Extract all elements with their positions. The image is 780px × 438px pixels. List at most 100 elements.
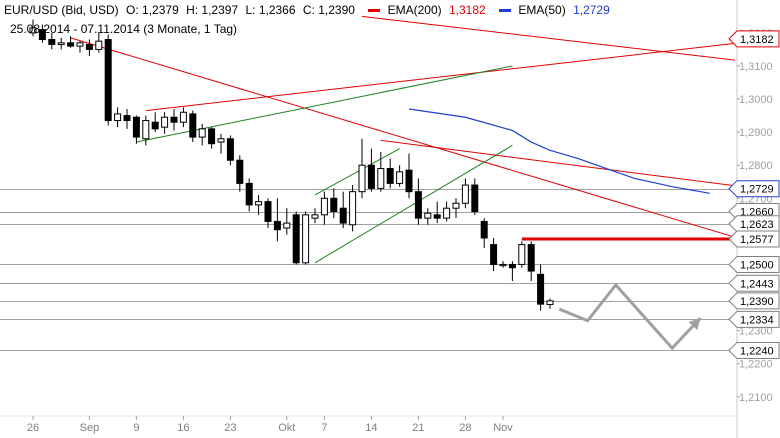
red-trend-line (70, 37, 735, 238)
candle-body-down (226, 138, 234, 161)
price-level-box: 1,2500 (728, 255, 780, 273)
candle-body-down (339, 207, 347, 224)
candle-body-down (405, 169, 413, 193)
price-level-box-shape (728, 180, 780, 198)
price-level-box: 1,3182 (728, 30, 780, 48)
price-level-label: 1,2500 (740, 259, 774, 271)
candle-body-down (132, 116, 140, 138)
price-level-box: 1,2577 (728, 230, 780, 248)
ema50-value: 1,2729 (573, 3, 610, 17)
x-axis-tick-label: Nov (493, 422, 513, 434)
green-channel-line (314, 144, 513, 264)
candle-body-down (367, 164, 375, 189)
x-axis-tick-label: 9 (133, 422, 139, 434)
ema200-label: EMA(200) (387, 3, 442, 17)
candle-body-down (38, 29, 46, 41)
ema50-swatch (499, 9, 512, 13)
y-axis-tick-label: 1,2200 (739, 359, 773, 371)
price-level-box-shape (728, 230, 780, 248)
candle-body-down (508, 263, 516, 269)
candle-body-down (414, 191, 422, 219)
price-level-label: 1,2577 (740, 234, 774, 246)
candle-body-down (480, 220, 488, 239)
price-level-label: 1,2443 (740, 278, 774, 290)
x-axis-tick-label: 21 (412, 422, 424, 434)
candle-body-down (236, 159, 244, 184)
candle-body-up (424, 212, 432, 219)
price-level-box-shape (728, 215, 780, 233)
high-value: H: 1,2397 (186, 3, 239, 17)
chart-header: EUR/USD (Bid, USD) O: 1,2379 H: 1,2397 L… (4, 3, 614, 17)
candle-body-up (320, 197, 328, 216)
candle-body-down (471, 184, 479, 213)
price-level-box: 1,2729 (728, 180, 780, 198)
price-level-box-shape (728, 255, 780, 273)
y-axis-tick-label: 1,2900 (739, 127, 773, 139)
candle-body-up (358, 164, 366, 193)
price-level-box-shape (728, 341, 780, 359)
price-level-box-shape (728, 292, 780, 310)
price-level-label: 1,2334 (740, 314, 774, 326)
price-level-box: 1,2334 (728, 310, 780, 328)
price-level-box: 1,2443 (728, 274, 780, 292)
candle-body-up (302, 214, 310, 264)
candle-body-down (104, 39, 112, 122)
price-level-box-shape (728, 30, 780, 48)
forecast-arrow-line (558, 282, 702, 351)
candle-body-down (330, 197, 338, 213)
candle-body-down (245, 182, 253, 206)
price-level-label: 1,2240 (740, 345, 774, 357)
candle-body-up (396, 171, 404, 184)
ema50-label: EMA(50) (518, 3, 566, 17)
red-trend-line (145, 42, 735, 112)
y-axis-tick-label: 1,2100 (739, 392, 773, 404)
low-value: L: 1,2366 (245, 3, 296, 17)
candle-body-down (264, 201, 272, 222)
candle-body-down (527, 244, 535, 272)
candle-body-down (386, 168, 394, 184)
candle-body-down (170, 116, 178, 123)
candle-body-down (123, 115, 131, 122)
price-level-label: 1,2623 (740, 219, 774, 231)
candle-body-up (114, 113, 122, 122)
x-axis-tick-label: 28 (459, 422, 471, 434)
price-level-label: 1,3182 (740, 34, 774, 46)
red-trend-line (380, 139, 735, 187)
y-axis-tick-label: 1,2300 (739, 326, 773, 338)
candle-body-up (461, 184, 469, 204)
candle-body-up (217, 138, 225, 143)
candle-body-up (142, 120, 150, 140)
candle-body-up (57, 42, 65, 45)
candle-body-up (518, 244, 526, 265)
red-trend-line (361, 15, 735, 61)
price-level-box: 1,2623 (728, 215, 780, 233)
price-level-label: 1,2390 (740, 296, 774, 308)
period-label: 25.08.2014 - 07.11.2014 (3 Monate, 1 Tag… (10, 22, 238, 36)
price-level-box: 1,2390 (728, 292, 780, 310)
candle-body-down (189, 113, 197, 138)
candle-body-up (311, 214, 319, 219)
price-level-box-shape (728, 274, 780, 292)
ema50-line (408, 108, 710, 194)
candle-body-down (151, 121, 159, 130)
ema200-swatch (368, 9, 381, 13)
x-axis-tick-label: 26 (27, 422, 39, 434)
x-axis-tick-label: 14 (365, 422, 377, 434)
symbol-label: EUR/USD (Bid, USD) (4, 3, 119, 17)
candle-body-up (95, 40, 103, 50)
candle-body-down (490, 244, 498, 265)
candle-body-up (29, 27, 37, 34)
candle-body-down (292, 214, 300, 264)
candle-body-down (273, 220, 281, 231)
candle-body-down (433, 214, 441, 219)
x-axis-tick-label: 7 (321, 422, 327, 434)
candle-body-down (537, 273, 545, 305)
candle-body-up (198, 128, 206, 138)
x-axis-tick-label: 16 (177, 422, 189, 434)
close-value: C: 1,2390 (302, 3, 355, 17)
candle-body-up (255, 201, 263, 206)
candle-body-down (208, 128, 216, 145)
x-axis-tick-label: Sep (80, 422, 100, 434)
forecast-arrow-head (688, 318, 701, 331)
